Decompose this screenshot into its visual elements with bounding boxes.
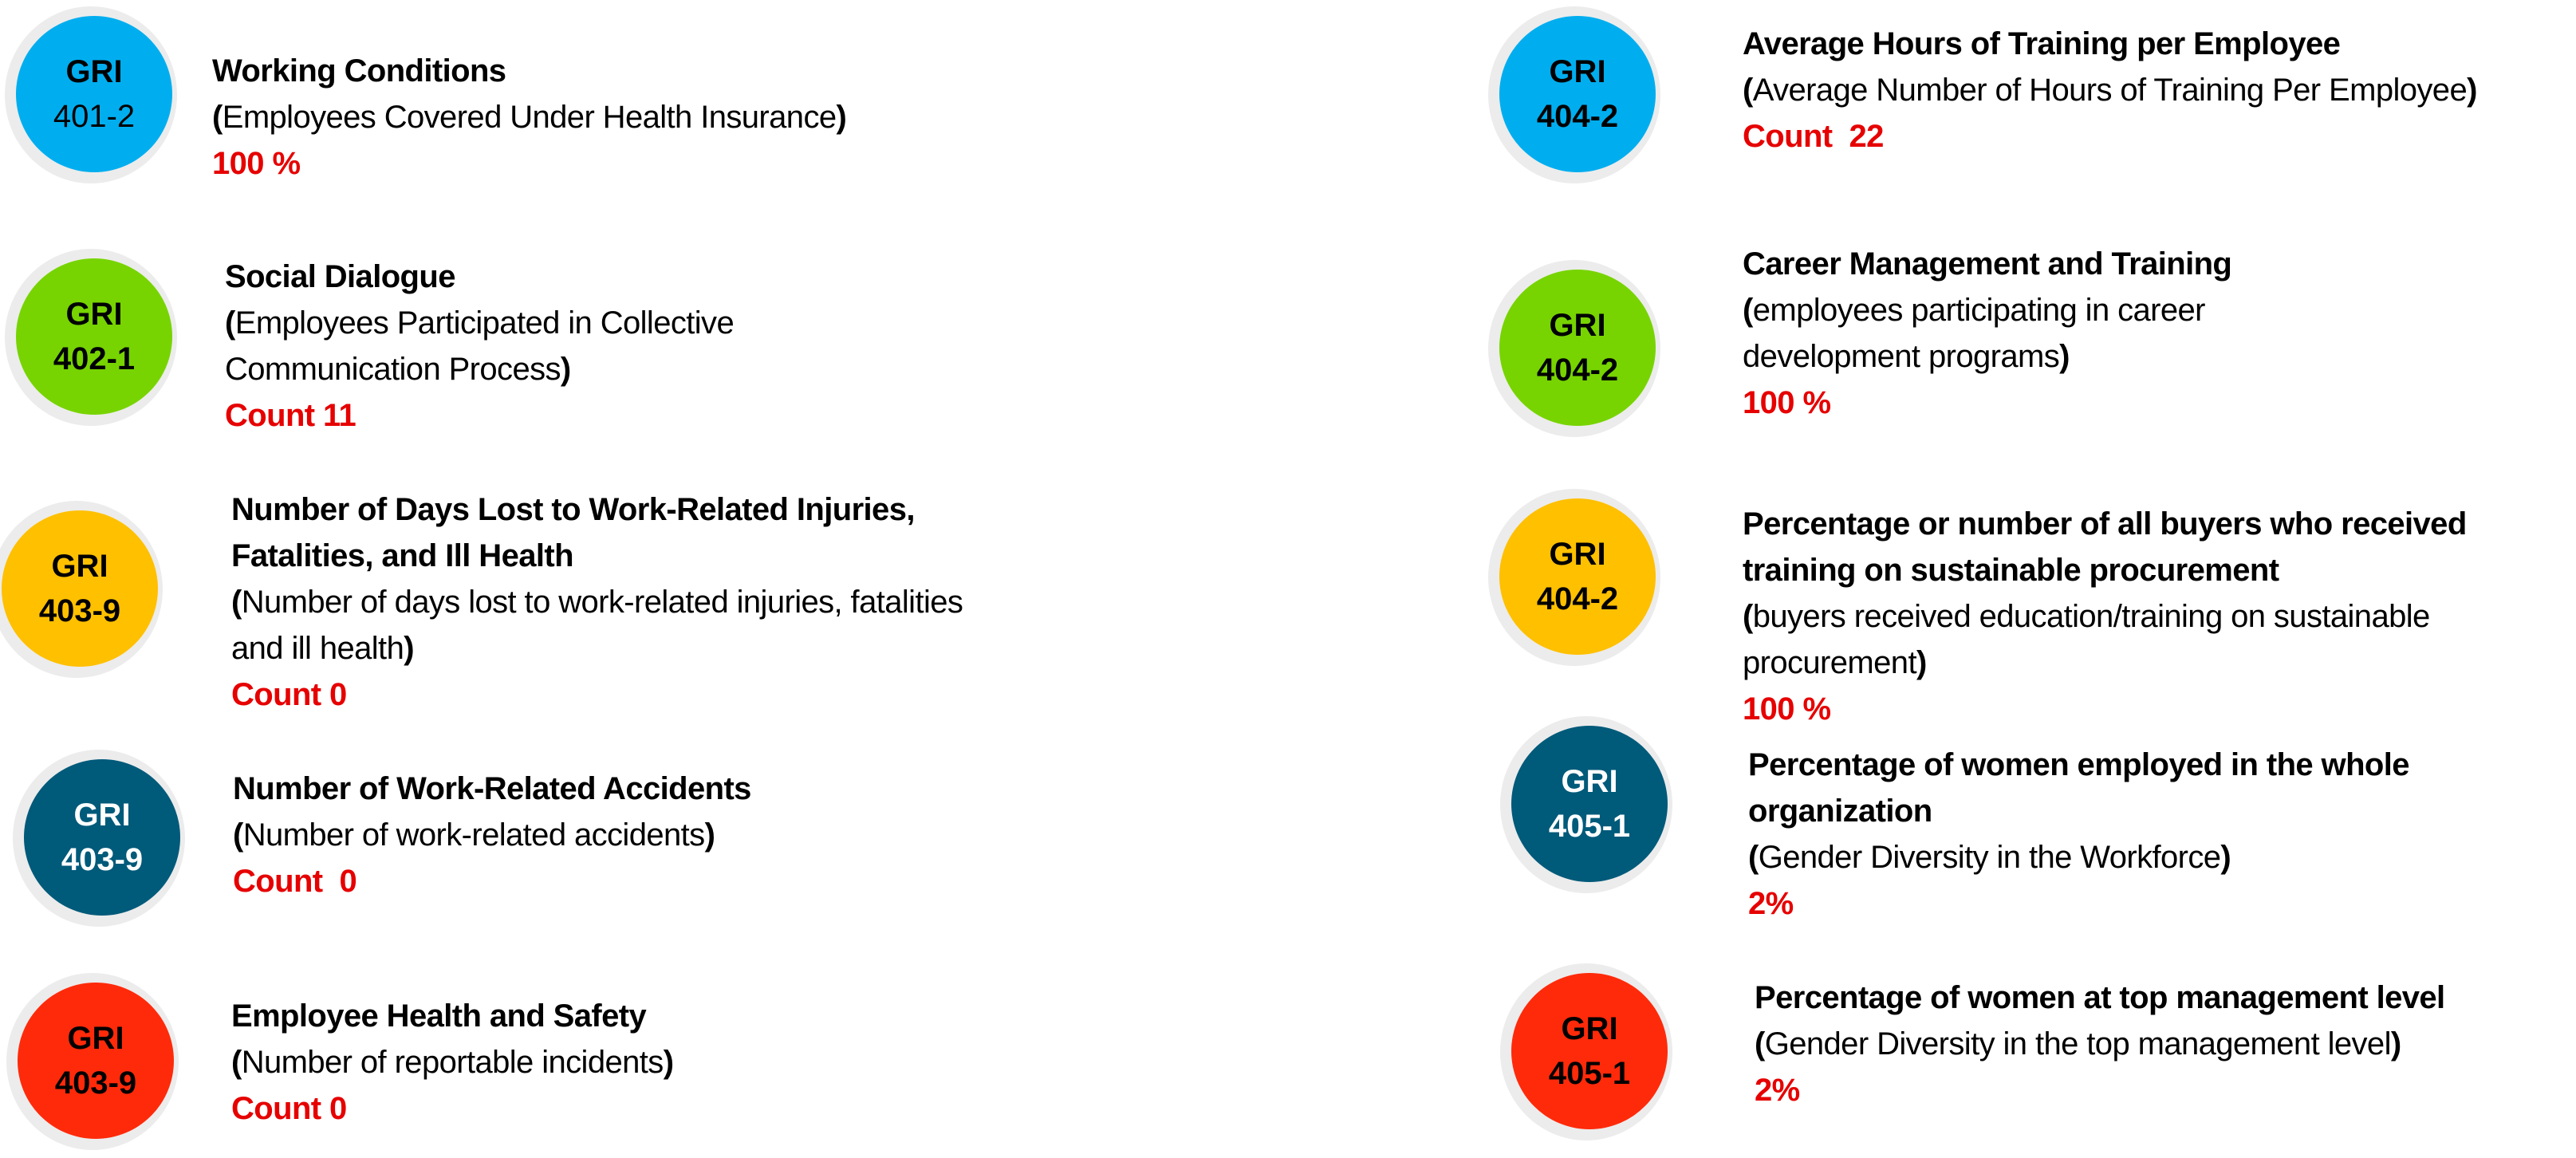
item-title: Employee Health and Safety — [231, 998, 647, 1034]
badge-prefix: GRI — [73, 798, 131, 833]
item-title: Number of Work-Related Accidents — [233, 771, 751, 806]
item-text: Career Management and Training (employees… — [1743, 241, 2317, 426]
item-description: (Employees Participated in Collective Co… — [225, 305, 735, 387]
item-text: Number of Work-Related Accidents (Number … — [233, 766, 998, 904]
badge-prefix: GRI — [65, 297, 123, 332]
badge-code: 402-1 — [53, 341, 136, 376]
gri-badge: GRI 404-2 — [1499, 498, 1656, 655]
badge-code: 403-9 — [54, 1065, 137, 1101]
item-value: 2% — [1755, 1073, 1800, 1108]
item-value: Count 11 — [225, 398, 356, 433]
item-value: 2% — [1748, 886, 1794, 921]
item-value: Count 0 — [233, 864, 357, 899]
item-title: Working Conditions — [212, 53, 506, 89]
item-description: (Number of days lost to work-related inj… — [231, 585, 963, 666]
gri-badge: GRI 401-2 — [16, 16, 172, 172]
item-title: Career Management and Training — [1743, 246, 2232, 282]
item-text: Percentage of women employed in the whol… — [1748, 742, 2514, 927]
item-value: Count 0 — [231, 1091, 347, 1126]
badge-prefix: GRI — [1549, 308, 1606, 343]
item-text: Percentage of women at top management le… — [1755, 975, 2560, 1113]
badge-prefix: GRI — [1561, 1011, 1618, 1046]
badge-code: 404-2 — [1536, 99, 1619, 134]
badge-code: 404-2 — [1536, 581, 1619, 616]
item-description: (Gender Diversity in the Workforce) — [1748, 840, 2231, 875]
item-title: Percentage of women at top management le… — [1755, 980, 2445, 1015]
item-text: Employee Health and Safety (Number of rep… — [231, 993, 997, 1132]
item-title: Average Hours of Training per Employee — [1743, 26, 2341, 61]
gri-badge: GRI 404-2 — [1499, 16, 1656, 172]
item-description: (Employees Covered Under Health Insuranc… — [212, 100, 847, 135]
item-title: Number of Days Lost to Work-Related Inju… — [231, 492, 915, 573]
item-description: (employees participating in career devel… — [1743, 293, 2206, 374]
badge-prefix: GRI — [51, 549, 108, 584]
item-text: Social Dialogue (Employees Participated i… — [225, 254, 831, 439]
badge-prefix: GRI — [1549, 54, 1606, 89]
item-title: Percentage or number of all buyers who r… — [1743, 506, 2467, 588]
badge-code: 405-1 — [1548, 1056, 1631, 1091]
gri-badge: GRI 405-1 — [1511, 973, 1668, 1129]
item-value: 100 % — [1743, 691, 1831, 727]
item-description: (Number of reportable incidents) — [231, 1045, 674, 1080]
item-description: (buyers received education/training on s… — [1743, 599, 2430, 680]
item-value: Count 22 — [1743, 119, 1884, 154]
item-value: 100 % — [212, 146, 301, 181]
item-value: Count 0 — [231, 677, 347, 712]
item-title: Social Dialogue — [225, 259, 455, 294]
badge-prefix: GRI — [1561, 764, 1618, 799]
gri-badge: GRI 403-9 — [2, 510, 158, 667]
badge-prefix: GRI — [1549, 537, 1606, 572]
item-title: Percentage of women employed in the whol… — [1748, 747, 2410, 829]
badge-prefix: GRI — [67, 1021, 124, 1056]
item-text: Number of Days Lost to Work-Related Inju… — [231, 486, 1013, 718]
item-text: Average Hours of Training per Employee (A… — [1743, 21, 2572, 160]
item-description: (Gender Diversity in the top management … — [1755, 1026, 2401, 1062]
badge-code: 403-9 — [61, 842, 144, 877]
badge-code: 404-2 — [1536, 353, 1619, 388]
item-text: Percentage or number of all buyers who r… — [1743, 501, 2572, 732]
badge-prefix: GRI — [65, 54, 123, 89]
item-description: (Number of work-related accidents) — [233, 817, 715, 853]
badge-code: 403-9 — [38, 593, 121, 628]
gri-badge: GRI 405-1 — [1511, 726, 1668, 882]
gri-badge: GRI 403-9 — [18, 983, 174, 1139]
gri-badge: GRI 402-1 — [16, 258, 172, 415]
item-description: (Average Number of Hours of Training Per… — [1743, 73, 2477, 108]
badge-code: 405-1 — [1548, 809, 1631, 844]
gri-badge: GRI 403-9 — [24, 759, 180, 916]
item-text: Working Conditions (Employees Covered Und… — [212, 48, 1050, 187]
badge-code: 401-2 — [53, 99, 136, 134]
item-value: 100 % — [1743, 385, 1831, 420]
gri-badge: GRI 404-2 — [1499, 270, 1656, 426]
